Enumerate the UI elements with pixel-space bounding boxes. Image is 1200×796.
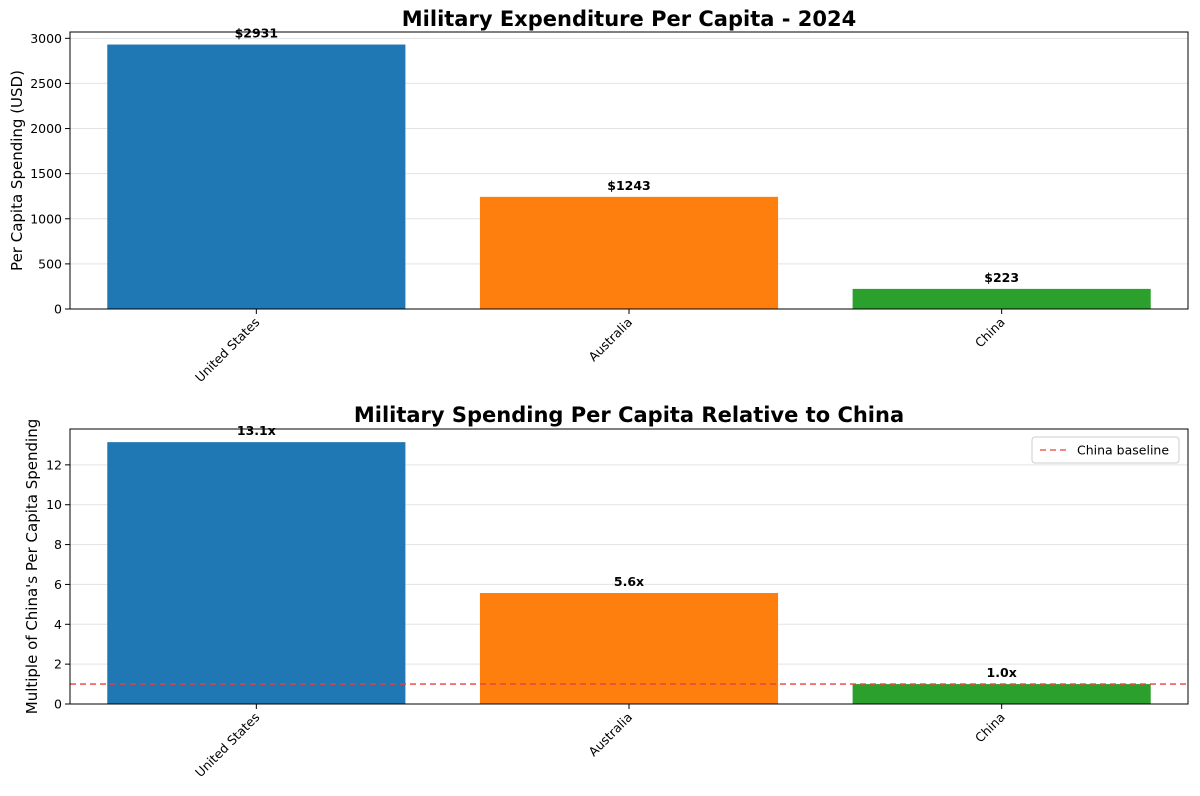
chart-title-0: Military Expenditure Per Capita - 2024: [402, 7, 856, 31]
y-axis-label-1: Multiple of China's Per Capita Spending: [23, 419, 41, 715]
y-tick-label-0-3: 1500: [30, 166, 62, 181]
y-axis-label-0: Per Capita Spending (USD): [8, 70, 26, 271]
y-tick-label-1-0: 0: [54, 697, 62, 712]
y-tick-label-0-5: 2500: [30, 76, 62, 91]
bar-1-2: [852, 684, 1151, 704]
x-tick-label-1-0: United States: [192, 710, 262, 780]
y-tick-label-1-4: 8: [54, 537, 62, 552]
y-tick-label-1-2: 4: [54, 617, 62, 632]
data-label-1-1: 5.6x: [614, 574, 644, 589]
y-tick-label-1-3: 6: [54, 577, 62, 592]
y-tick-label-1-5: 10: [46, 497, 62, 512]
data-label-0-2: $223: [984, 270, 1019, 285]
chart-title-1: Military Spending Per Capita Relative to…: [354, 403, 904, 427]
bar-0-2: [852, 288, 1151, 309]
x-tick-label-0-2: China: [972, 315, 1008, 351]
x-tick-label-1-2: China: [972, 710, 1008, 746]
bar-1-1: [479, 593, 779, 704]
data-label-0-1: $1243: [607, 178, 651, 193]
data-label-1-0: 13.1x: [237, 423, 276, 438]
x-tick-label-1-1: Australia: [585, 710, 635, 760]
bar-0-1: [479, 196, 779, 309]
y-tick-label-0-1: 500: [38, 256, 62, 271]
x-tick-label-0-1: Australia: [585, 315, 635, 365]
y-tick-label-0-2: 1000: [30, 211, 62, 226]
y-tick-label-1-1: 2: [54, 657, 62, 672]
x-tick-label-0-0: United States: [192, 315, 262, 385]
y-tick-label-0-6: 3000: [30, 31, 62, 46]
legend-label-1: China baseline: [1077, 443, 1169, 458]
data-label-0-0: $2931: [235, 26, 279, 41]
y-tick-label-1-6: 12: [46, 457, 62, 472]
y-tick-label-0-4: 2000: [30, 121, 62, 136]
bar-1-0: [107, 442, 406, 704]
bar-0-0: [107, 44, 406, 310]
y-tick-label-0-0: 0: [54, 302, 62, 317]
legend-box-1: [1031, 436, 1180, 464]
data-label-1-2: 1.0x: [987, 665, 1017, 680]
